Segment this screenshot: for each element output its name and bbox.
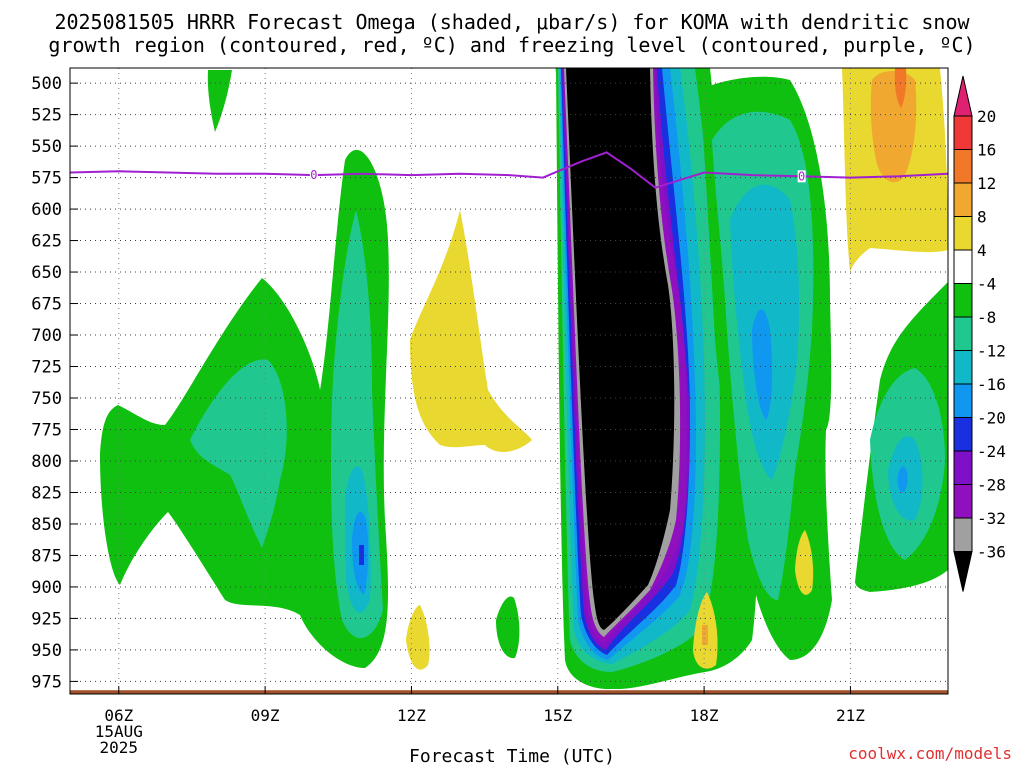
y-tick-label-700: 700 xyxy=(31,326,62,346)
colorbar-label-7: -12 xyxy=(977,342,1006,361)
y-tick-label-525: 525 xyxy=(31,106,62,126)
y-tick-label-775: 775 xyxy=(31,420,62,440)
y-axis: 500 525 550 575 600 625 650 675 700 725 750 775 800 8… xyxy=(31,74,78,692)
chart-title-line-2: growth region (contoured, red, ºC) and f… xyxy=(48,33,976,57)
colorbar-swatch-9 xyxy=(953,383,973,418)
freezing-level-label: 0 xyxy=(310,168,317,182)
y-tick-label-675: 675 xyxy=(31,295,62,315)
omega-region-34 xyxy=(795,530,814,595)
colorbar-label-3: 8 xyxy=(977,208,987,227)
omega-region-8 xyxy=(410,210,532,452)
colorbar-top-arrow xyxy=(953,75,973,117)
freezing-level-line xyxy=(69,151,949,189)
colorbar-label-2: 12 xyxy=(977,174,996,193)
colorbar-swatch-2 xyxy=(953,149,973,184)
omega-region-4 xyxy=(331,210,383,639)
y-tick-label-600: 600 xyxy=(31,200,62,220)
omega-region-3 xyxy=(190,359,287,548)
x-tick-sublabel-date: 15AUG xyxy=(95,722,143,741)
plot-frame xyxy=(69,67,949,695)
y-tick-label-550: 550 xyxy=(31,137,62,157)
credit-link[interactable]: coolwx.com/models xyxy=(848,744,1012,763)
y-tick-label-950: 950 xyxy=(31,641,62,661)
colorbar-bottom-arrow xyxy=(953,551,973,592)
omega-region-24 xyxy=(752,309,773,420)
omega-region-20 xyxy=(566,68,675,630)
omega-region-27 xyxy=(894,68,907,108)
colorbar-swatch-12 xyxy=(953,484,973,519)
colorbar-label-0: 20 xyxy=(977,107,996,126)
freezing-label-bg xyxy=(309,169,318,182)
colorbar-swatch-7 xyxy=(953,316,973,351)
freezing-level-label: 0 xyxy=(798,169,805,183)
y-tick-label-500: 500 xyxy=(31,74,62,94)
y-tick-label-875: 875 xyxy=(31,546,62,566)
colorbar-label-11: -28 xyxy=(977,476,1006,495)
x-tick-label-18Z: 18Z xyxy=(690,706,719,725)
omega-region-33 xyxy=(702,625,708,645)
x-tick-label-06Z: 06Z xyxy=(104,706,133,725)
colorbar-label-10: -24 xyxy=(977,442,1006,461)
y-tick-label-975: 975 xyxy=(31,672,62,692)
y-tick-label-725: 725 xyxy=(31,358,62,378)
x-tick-label-15Z: 15Z xyxy=(543,706,572,725)
colorbar-swatch-3 xyxy=(953,182,973,217)
colorbar-swatch-10 xyxy=(953,417,973,452)
omega-region-31 xyxy=(897,466,908,493)
colorbar-label-8: -16 xyxy=(977,375,1006,394)
colorbar-label-13: -36 xyxy=(977,543,1006,562)
colorbar-label-6: -8 xyxy=(977,308,996,327)
omega-shading xyxy=(100,68,948,690)
y-tick-label-575: 575 xyxy=(31,169,62,189)
y-tick-label-900: 900 xyxy=(31,578,62,598)
colorbar-swatch-8 xyxy=(953,350,973,385)
colorbar-label-1: 16 xyxy=(977,141,996,160)
colorbar-label-4: 4 xyxy=(977,241,987,260)
omega-region-2 xyxy=(207,70,232,132)
colorbar-label-9: -20 xyxy=(977,409,1006,428)
colorbar-swatch-13 xyxy=(953,517,973,552)
y-tick-label-825: 825 xyxy=(31,483,62,503)
y-tick-label-625: 625 xyxy=(31,232,62,252)
omega-region-10 xyxy=(496,596,520,659)
omega-region-7 xyxy=(359,545,364,565)
x-tick-label-09Z: 09Z xyxy=(251,706,280,725)
x-tick-sublabel-year: 2025 xyxy=(100,738,139,757)
colorbar: 20 16 12 8 4 -4 -8 -12 -16 -20 -24 -28 -32 -36 xyxy=(953,75,1006,592)
ground-surface xyxy=(70,690,948,694)
y-tick-label-850: 850 xyxy=(31,515,62,535)
colorbar-swatch-6 xyxy=(953,283,973,318)
y-tick-label-750: 750 xyxy=(31,389,62,409)
omega-region-9 xyxy=(406,605,430,670)
freezing-label-bg xyxy=(797,170,806,183)
y-tick-label-650: 650 xyxy=(31,263,62,283)
colorbar-swatch-4 xyxy=(953,216,973,251)
y-tick-label-800: 800 xyxy=(31,452,62,472)
colorbar-swatch-1 xyxy=(953,115,973,150)
x-axis-label: Forecast Time (UTC) xyxy=(409,746,615,767)
y-tick-label-925: 925 xyxy=(31,609,62,629)
x-tick-label-12Z: 12Z xyxy=(397,706,426,725)
omega-region-26 xyxy=(870,71,917,183)
colorbar-label-5: -4 xyxy=(977,275,996,294)
colorbar-swatch-11 xyxy=(953,450,973,485)
colorbar-swatch-5 xyxy=(953,249,973,284)
colorbar-label-12: -32 xyxy=(977,509,1006,528)
chart-title-line-1: 2025081505 HRRR Forecast Omega (shaded, … xyxy=(54,10,970,34)
x-tick-label-21Z: 21Z xyxy=(836,706,865,725)
